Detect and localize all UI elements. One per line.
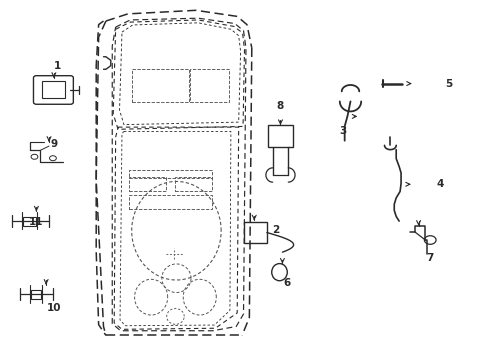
Bar	[131, 69, 189, 102]
Text: 2: 2	[272, 225, 279, 235]
Text: 11: 11	[29, 217, 43, 227]
Text: 4: 4	[436, 179, 443, 189]
Bar	[128, 195, 212, 208]
Bar	[190, 69, 228, 102]
Bar	[128, 177, 165, 192]
Bar	[175, 177, 212, 192]
Bar	[128, 170, 212, 178]
Bar	[30, 291, 41, 299]
Text: 10: 10	[46, 303, 61, 313]
Text: 5: 5	[444, 79, 451, 89]
Text: 9: 9	[50, 139, 58, 149]
Text: 6: 6	[283, 278, 290, 288]
Text: 1: 1	[54, 61, 61, 71]
Bar	[267, 125, 292, 147]
Text: 7: 7	[426, 253, 433, 263]
Bar	[42, 81, 64, 98]
Bar	[23, 217, 36, 226]
Text: 8: 8	[275, 102, 283, 111]
Bar	[243, 222, 266, 243]
Text: 3: 3	[339, 126, 346, 136]
